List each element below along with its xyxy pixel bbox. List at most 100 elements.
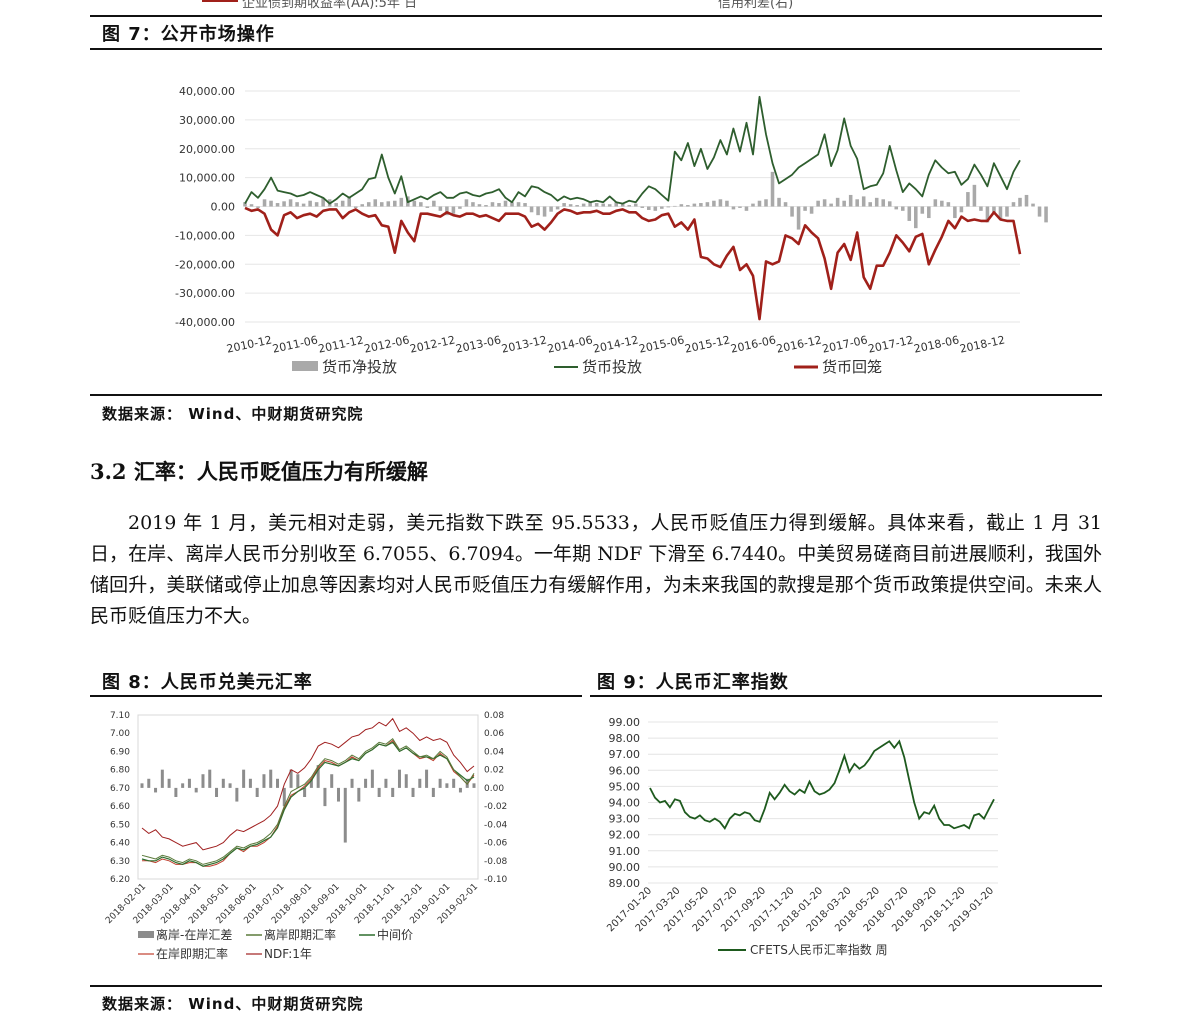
fig7-bar (953, 206, 957, 219)
fig7-lines (244, 95, 1022, 321)
fig9-caption-rule (590, 695, 1102, 697)
fig7-bar (249, 204, 254, 207)
fig7-bar (927, 206, 931, 219)
fig7-bar (477, 204, 482, 207)
fig7-bar (757, 200, 762, 207)
fig7-bar (503, 200, 508, 207)
top-legend-left-swatch (202, 0, 238, 2)
fig9-y-tick: 91.00 (609, 845, 641, 858)
fig7-bar (914, 206, 918, 229)
fig7-bar (920, 206, 925, 214)
fig8-y-right-tick: -0.02 (484, 802, 507, 812)
fig8-y-right-tick: 0.04 (484, 747, 504, 757)
fig8-frame (137, 714, 479, 880)
fig8-line-mid (141, 741, 475, 867)
fig8-bar (397, 769, 401, 788)
fig8-y-right-tick: -0.06 (484, 839, 508, 849)
fig7-bar (1031, 203, 1035, 207)
fig8-bar (431, 787, 435, 797)
fig7-bar (790, 206, 794, 217)
fig7-bar (1037, 206, 1042, 217)
fig7-bar (959, 206, 964, 213)
fig8-caption: 图 8：人民币兑美元汇率 (102, 672, 313, 693)
fig7-caption: 图 7：公开市场操作 (102, 24, 275, 45)
fig7-bar (686, 205, 690, 207)
fig8-bar (472, 783, 476, 788)
fig7-bar (536, 206, 540, 216)
fig7-bar (471, 202, 475, 207)
fig7-x-tick: 2011-06 (271, 333, 319, 355)
fig8-bar (181, 783, 185, 788)
fig9-chart: 99.00 98.00 97.00 96.00 95.00 94.00 93.00 92.00… (605, 716, 998, 957)
fig8-bar (248, 778, 252, 788)
fig7-bar (523, 203, 527, 207)
fig7-bar (275, 203, 280, 207)
fig7-bar (379, 202, 384, 207)
fig8-bar (194, 787, 198, 793)
fig7-bar (412, 200, 417, 207)
fig8-bar (336, 787, 340, 802)
fig7-bar (620, 203, 625, 207)
fig7-bar (705, 202, 710, 207)
fig8-bar (201, 774, 205, 788)
fig8-line-offshore (141, 737, 475, 865)
fig7-bar (282, 201, 286, 207)
fig9-series-line (649, 739, 995, 830)
fig7-bar (783, 202, 788, 207)
fig7-bar (1044, 206, 1048, 223)
fig7-bar (438, 206, 443, 211)
fig7-bar (979, 206, 983, 211)
fig8-legend-mid-label: 中间价 (377, 927, 413, 942)
fig7-top-rule (90, 15, 1102, 17)
fig7-x-tick: 2011-12 (317, 333, 365, 355)
fig7-bar (816, 200, 820, 207)
fig8-y-left-tick: 6.80 (110, 766, 130, 776)
fig8-bars (140, 765, 476, 843)
fig7-bar (627, 205, 632, 207)
fig7-line-recall (244, 206, 1022, 321)
fig9-y-tick: 94.00 (609, 797, 641, 810)
fig8-line-ndf (141, 717, 475, 851)
fig7-y-tick: 10,000.00 (179, 172, 235, 185)
fig7-bar (842, 200, 846, 207)
fig7-bar (887, 201, 892, 207)
fig8-legend-spread-label: 离岸-在岸汇差 (156, 927, 232, 942)
fig7-x-tick: 2010-12 (225, 333, 273, 355)
fig7-bar (822, 199, 827, 207)
fig7-chart: 40,000.00 30,000.00 20,000.00 10,000.00 0.00… (175, 85, 1048, 376)
fig8-bar (303, 787, 307, 797)
fig7-bar (894, 206, 899, 210)
fig7-bar (542, 206, 547, 217)
fig7-bar (301, 203, 306, 207)
fig7-y-tick: -10,000.00 (175, 229, 235, 242)
fig8-bar (242, 769, 246, 788)
fig8-bar (276, 778, 280, 788)
fig7-x-tick: 2016-12 (775, 333, 823, 355)
fig8-bar (187, 778, 191, 788)
fig8-bar (316, 765, 320, 788)
fig8-bar (370, 769, 374, 788)
fig8-bar (154, 787, 158, 793)
fig8-caption-rule (90, 695, 582, 697)
fig7-bar (673, 205, 677, 207)
fig9-caption: 图 9：人民币汇率指数 (597, 672, 789, 693)
fig7-x-tick: 2015-12 (684, 333, 732, 355)
fig8-bar (309, 778, 313, 788)
fig8-bar (404, 774, 408, 788)
fig7-bar (998, 206, 1003, 220)
fig9-y-tick: 99.00 (609, 716, 641, 729)
fig8-bar (364, 778, 368, 788)
fig7-bar (699, 203, 703, 207)
fig7-bar (484, 205, 488, 207)
fig7-bar (562, 203, 566, 207)
fig7-bar (601, 203, 605, 207)
fig8-y-left-tick: 6.30 (110, 857, 130, 867)
fig7-line-invest (244, 95, 1021, 205)
fig8-legend-spread-swatch (138, 931, 154, 938)
fig8-y-left-tick: 6.50 (110, 820, 130, 830)
fig8-y-left-tick: 6.60 (110, 802, 130, 812)
top-legend-right-label: 信用利差(右) (718, 0, 794, 10)
fig8-y-right-tick: -0.08 (484, 857, 508, 867)
fig7-bar (972, 184, 977, 207)
fig7-bar (1018, 197, 1022, 207)
